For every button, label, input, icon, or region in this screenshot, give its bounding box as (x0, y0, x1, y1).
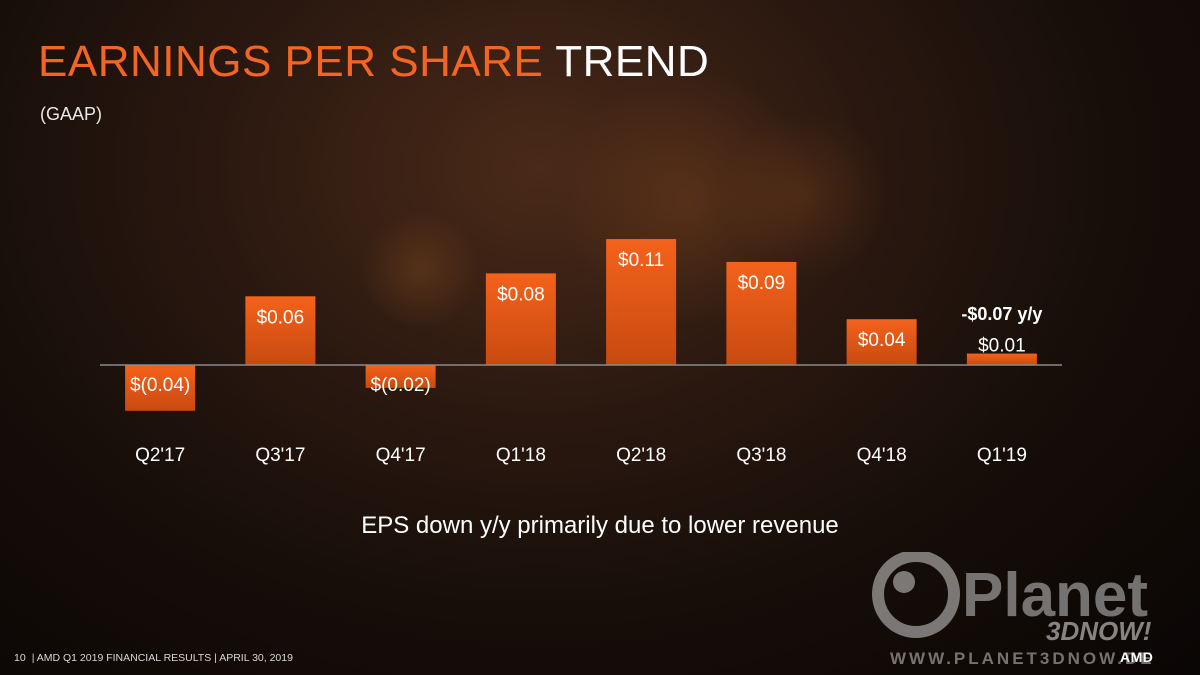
amd-logo: AMD (1120, 649, 1154, 665)
x-tick-label: Q3'18 (736, 445, 786, 466)
bar-Q2'18 (606, 239, 677, 365)
bar-Q2'17 (125, 365, 196, 411)
title-part-orange: EARNINGS PER SHARE (38, 37, 544, 86)
bar-Q3'17 (245, 296, 316, 365)
data-label: $0.01 (978, 336, 1026, 357)
watermark-brand: Planet (962, 561, 1148, 630)
page-number: 10 (14, 652, 26, 664)
bar-Q1'19 (966, 353, 1037, 365)
eps-commentary: EPS down y/y primarily due to lower reve… (361, 512, 839, 539)
data-label: $0.11 (618, 250, 664, 271)
data-label: $(0.02) (371, 375, 431, 396)
data-label: $0.08 (497, 284, 545, 305)
data-label: $0.06 (257, 307, 305, 328)
data-label: $0.09 (738, 273, 786, 294)
slide-footer: 10 | AMD Q1 2019 FINANCIAL RESULTS | APRI… (14, 652, 293, 664)
slide-subtitle: (GAAP) (40, 104, 103, 124)
bar-Q3'18 (726, 261, 797, 365)
watermark-sub: 3DNOW! (1046, 616, 1152, 646)
slide-title: EARNINGS PER SHARE TREND (38, 40, 709, 84)
bar-Q4'17 (365, 365, 436, 388)
yoy-annotation: -$0.07 y/y (961, 304, 1042, 324)
bar-Q4'18 (846, 319, 917, 365)
bar-Q1'18 (485, 273, 556, 365)
x-tick-label: Q1'18 (496, 445, 546, 466)
x-tick-label: Q2'17 (135, 445, 185, 466)
eps-bar-chart: $(0.04) $0.06 $(0.02) $0.08 $0.11 $0.09 $0.04 $… (100, 239, 1062, 466)
x-tick-label: Q3'17 (255, 445, 305, 466)
title-part-white: TREND (555, 37, 710, 86)
x-tick-label: Q1'19 (977, 445, 1027, 466)
planet3dnow-watermark: Planet 3DNOW! WWW.PLANET3DNOW.DE (872, 552, 1155, 668)
footer-text: | AMD Q1 2019 FINANCIAL RESULTS | APRIL … (31, 652, 293, 664)
x-tick-label: Q4'18 (857, 445, 907, 466)
data-label: $(0.04) (130, 375, 190, 396)
watermark-ring-icon (872, 552, 960, 638)
watermark-dot-icon (893, 571, 915, 593)
data-label: $0.04 (858, 330, 906, 351)
x-tick-label: Q2'18 (616, 445, 666, 466)
x-tick-label: Q4'17 (376, 445, 426, 466)
watermark-url: WWW.PLANET3DNOW.DE (890, 649, 1155, 668)
